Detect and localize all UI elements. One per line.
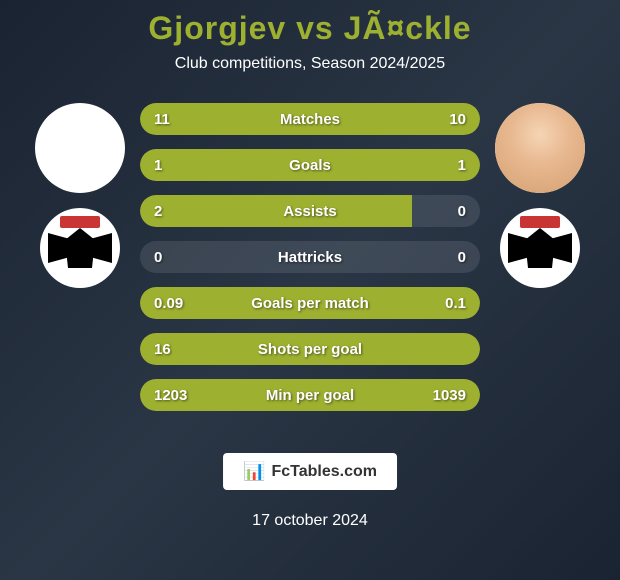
stat-bar: 16Shots per goal xyxy=(140,333,480,365)
stat-bar: 2Assists0 xyxy=(140,195,480,227)
stat-bar: 11Matches10 xyxy=(140,103,480,135)
stat-label: Hattricks xyxy=(140,249,480,266)
stat-label: Min per goal xyxy=(140,387,480,404)
player-right-avatar xyxy=(495,103,585,193)
stat-label: Goals xyxy=(140,157,480,174)
stat-label: Matches xyxy=(140,111,480,128)
avatar-placeholder-icon xyxy=(40,128,120,168)
chart-icon: 📊 xyxy=(243,461,265,482)
stats-column: 11Matches101Goals12Assists00Hattricks00.… xyxy=(140,103,480,411)
footer-site-tag: 📊 FcTables.com xyxy=(223,453,397,490)
stat-value-right: 0 xyxy=(458,203,466,220)
player-left-avatar xyxy=(35,103,125,193)
page-title: Gjorgjev vs JÃ¤ckle xyxy=(0,0,620,47)
club-badge-right xyxy=(500,208,580,288)
avatar-face-icon xyxy=(495,103,585,193)
footer-site-label: FcTables.com xyxy=(271,463,377,481)
stat-value-right: 10 xyxy=(449,111,466,128)
club-badge-left xyxy=(40,208,120,288)
stat-label: Goals per match xyxy=(140,295,480,312)
eagle-icon xyxy=(510,218,570,278)
player-left-column xyxy=(30,103,130,288)
stat-value-right: 0 xyxy=(458,249,466,266)
stat-value-right: 1 xyxy=(458,157,466,174)
footer-date: 17 october 2024 xyxy=(0,512,620,530)
player-right-column xyxy=(490,103,590,288)
subtitle: Club competitions, Season 2024/2025 xyxy=(0,55,620,73)
stat-value-right: 0.1 xyxy=(445,295,466,312)
stat-label: Assists xyxy=(140,203,480,220)
eagle-icon xyxy=(50,218,110,278)
stat-bar: 0.09Goals per match0.1 xyxy=(140,287,480,319)
comparison-container: 11Matches101Goals12Assists00Hattricks00.… xyxy=(0,103,620,411)
stat-value-right: 1039 xyxy=(433,387,466,404)
stat-bar: 1203Min per goal1039 xyxy=(140,379,480,411)
stat-label: Shots per goal xyxy=(140,341,480,358)
stat-bar: 1Goals1 xyxy=(140,149,480,181)
stat-bar: 0Hattricks0 xyxy=(140,241,480,273)
